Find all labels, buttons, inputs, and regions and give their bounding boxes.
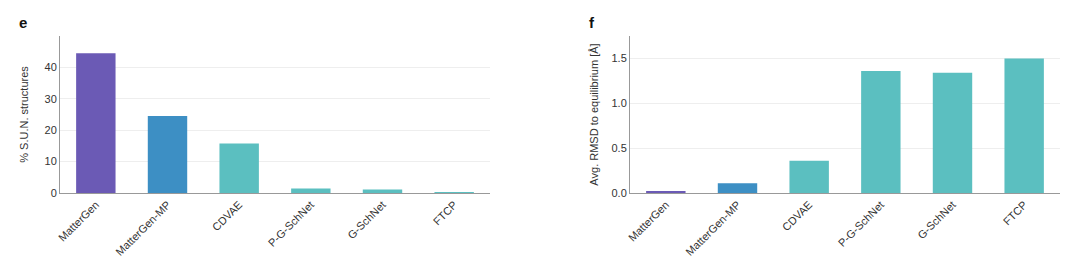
svg-text:G-SchNet: G-SchNet xyxy=(345,199,388,242)
svg-text:CDVAE: CDVAE xyxy=(210,199,245,234)
svg-text:20: 20 xyxy=(45,124,57,136)
svg-text:30: 30 xyxy=(45,93,57,105)
svg-text:FTCP: FTCP xyxy=(1001,199,1030,228)
svg-text:0: 0 xyxy=(51,187,57,199)
svg-text:10: 10 xyxy=(45,155,57,167)
svg-text:MatterGen-MP: MatterGen-MP xyxy=(113,199,172,258)
svg-text:f: f xyxy=(589,14,595,31)
svg-text:P-G-SchNet: P-G-SchNet xyxy=(266,199,316,249)
svg-text:1.0: 1.0 xyxy=(612,97,627,109)
svg-text:0.5: 0.5 xyxy=(612,142,627,154)
svg-text:FTCP: FTCP xyxy=(431,199,460,228)
svg-text:0.0: 0.0 xyxy=(612,187,627,199)
svg-text:MatterGen: MatterGen xyxy=(626,199,671,244)
svg-text:% S.U.N. structures: % S.U.N. structures xyxy=(18,66,30,163)
svg-text:40: 40 xyxy=(45,61,57,73)
svg-text:1.5: 1.5 xyxy=(612,52,627,64)
svg-text:MatterGen: MatterGen xyxy=(56,199,101,244)
svg-text:Avg. RMSD to equilibrium [Å]: Avg. RMSD to equilibrium [Å] xyxy=(588,43,600,185)
svg-text:G-SchNet: G-SchNet xyxy=(915,199,958,242)
svg-text:e: e xyxy=(19,14,27,31)
svg-text:CDVAE: CDVAE xyxy=(780,199,815,234)
svg-text:MatterGen-MP: MatterGen-MP xyxy=(683,199,742,258)
svg-text:P-G-SchNet: P-G-SchNet xyxy=(836,199,886,249)
